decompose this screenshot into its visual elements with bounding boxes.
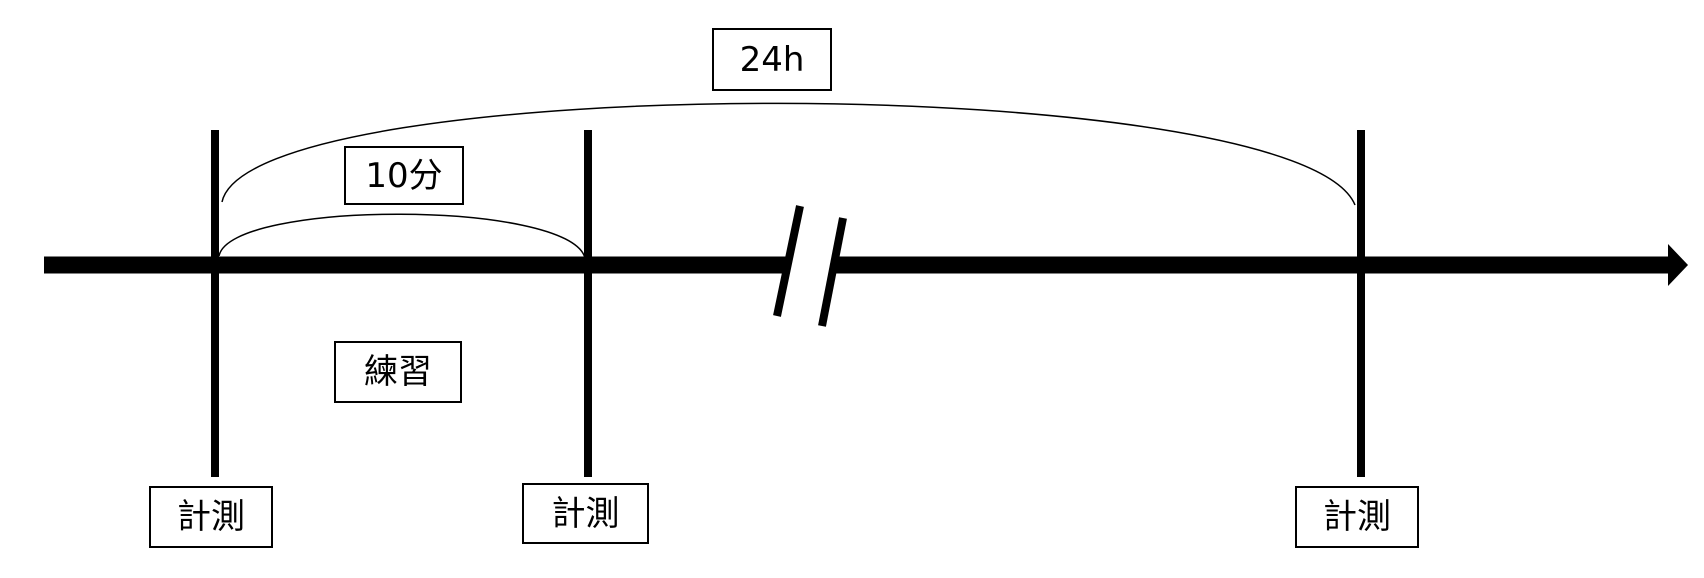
timeline-arrowhead bbox=[1668, 244, 1688, 286]
activity-label-practice: 練習 bbox=[334, 341, 462, 403]
measurement-label-3: 計測 bbox=[1295, 486, 1419, 548]
interval-label-24h-text: 24h bbox=[739, 39, 805, 80]
interval-label-10min: 10分 bbox=[344, 146, 464, 205]
measurement-label-3-text: 計測 bbox=[1323, 497, 1391, 537]
axis-break-mark-right bbox=[818, 217, 847, 327]
axis-break-mark-left bbox=[773, 205, 804, 317]
interval-label-10min-text: 10分 bbox=[365, 155, 443, 196]
activity-label-practice-text: 練習 bbox=[364, 352, 432, 392]
measurement-label-2-text: 計測 bbox=[551, 493, 620, 534]
interval-arc-10min bbox=[218, 213, 586, 259]
interval-label-24h: 24h bbox=[712, 28, 832, 91]
measurement-label-2: 計測 bbox=[522, 483, 649, 544]
interval-arc-24h bbox=[221, 102, 1356, 206]
measurement-label-1: 計測 bbox=[149, 486, 273, 548]
measurement-label-1-text: 計測 bbox=[177, 497, 245, 537]
